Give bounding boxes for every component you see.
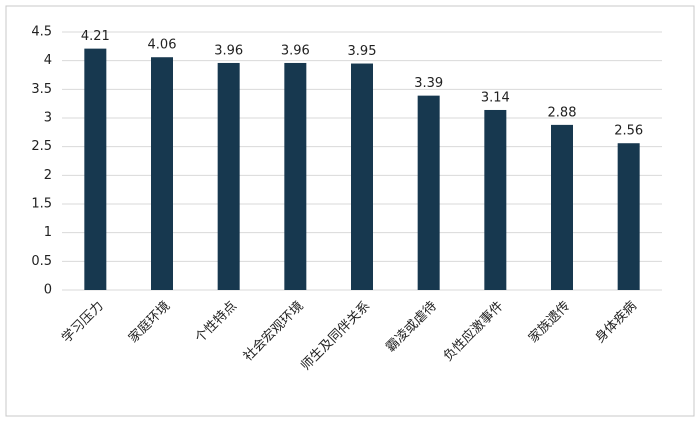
y-tick-label: 3.5 xyxy=(31,82,52,97)
bar xyxy=(351,63,373,291)
bar xyxy=(417,95,440,290)
data-label: 4.21 xyxy=(81,29,110,44)
bar xyxy=(484,109,507,291)
y-tick-label: 1.5 xyxy=(31,197,52,212)
data-label: 3.39 xyxy=(414,76,443,91)
data-label: 2.88 xyxy=(548,105,577,120)
y-tick-label: 4 xyxy=(44,53,52,68)
data-label: 2.56 xyxy=(614,124,643,139)
data-label: 3.96 xyxy=(214,43,243,58)
y-tick-label: 2.5 xyxy=(31,139,52,154)
data-label: 3.14 xyxy=(481,90,510,105)
data-label: 4.06 xyxy=(148,38,177,53)
y-tick-label: 2 xyxy=(44,168,52,183)
y-tick-label: 3 xyxy=(44,111,52,126)
bar xyxy=(617,143,640,290)
bar xyxy=(284,62,307,291)
y-tick-label: 4.5 xyxy=(31,25,52,40)
y-tick-label: 0 xyxy=(44,283,52,298)
bar xyxy=(551,124,573,290)
bar xyxy=(151,57,173,290)
data-label: 3.95 xyxy=(348,44,377,59)
bar xyxy=(84,48,107,291)
y-tick-label: 0.5 xyxy=(31,254,52,269)
chart-border xyxy=(5,5,695,417)
data-label: 3.96 xyxy=(281,43,310,58)
y-tick-label: 1 xyxy=(44,225,52,240)
bar xyxy=(217,62,240,291)
